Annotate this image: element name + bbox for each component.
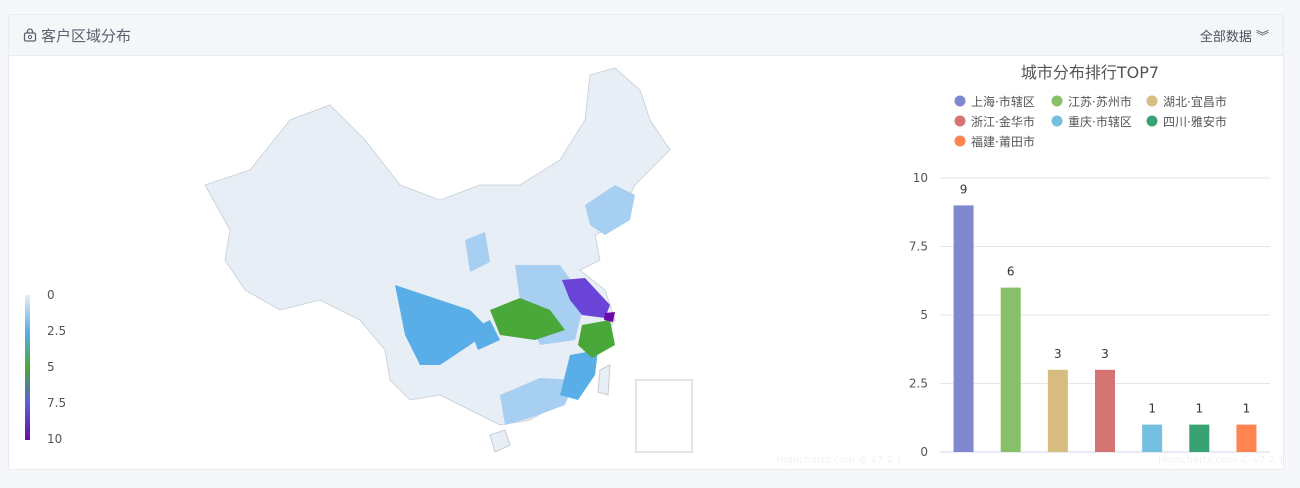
map-watermark: Highcharts.com © v7.2.1	[776, 455, 900, 466]
region-liaoning[interactable]	[585, 185, 635, 235]
legend-item[interactable]: 湖北·宜昌市	[1146, 94, 1227, 109]
map-south-sea-inset	[635, 379, 693, 453]
region-fujian[interactable]	[560, 350, 598, 400]
color-axis-tick: 10	[47, 432, 62, 446]
legend-item[interactable]: 上海·市辖区	[954, 94, 1035, 109]
legend-marker	[1146, 115, 1158, 127]
region-chongqing[interactable]	[470, 320, 500, 350]
customer-region-panel: 客户区域分布 全部数据 ︾	[8, 14, 1284, 470]
legend-item[interactable]: 四川·雅安市	[1146, 114, 1227, 129]
bar[interactable]	[1000, 287, 1021, 452]
double-chevron-down-icon: ︾	[1255, 29, 1269, 45]
data-label: 1	[1243, 402, 1251, 416]
data-label: 3	[1054, 347, 1062, 361]
data-label: 1	[1148, 402, 1156, 416]
legend-marker	[954, 115, 966, 127]
legend-label: 湖北·宜昌市	[1163, 94, 1227, 109]
region-jiangsu[interactable]	[562, 278, 610, 318]
legend-label: 浙江·金华市	[971, 114, 1035, 129]
data-label: 1	[1195, 402, 1203, 416]
region-ningxia[interactable]	[465, 232, 490, 272]
legend-label: 四川·雅安市	[1163, 114, 1227, 129]
region-hubei[interactable]	[490, 298, 565, 340]
data-label: 3	[1101, 347, 1109, 361]
legend-marker	[954, 135, 966, 147]
y-tick-label: 7.5	[909, 240, 928, 254]
legend-label: 上海·市辖区	[971, 94, 1035, 109]
bar[interactable]	[1236, 424, 1257, 452]
legend-item[interactable]: 浙江·金华市	[954, 114, 1035, 129]
panel-header: 客户区域分布 全部数据 ︾	[9, 15, 1283, 56]
legend-label: 福建·莆田市	[971, 134, 1035, 149]
all-data-button[interactable]: 全部数据 ︾	[1200, 26, 1269, 45]
y-tick-label: 2.5	[909, 377, 928, 391]
legend-item[interactable]: 福建·莆田市	[954, 134, 1035, 149]
bar[interactable]	[1095, 369, 1115, 452]
region-shanghai[interactable]	[604, 312, 615, 322]
map-taiwan	[597, 364, 611, 396]
bar[interactable]	[953, 205, 974, 452]
y-tick-label: 0	[920, 445, 928, 459]
chart-title: 城市分布排行TOP7	[1021, 63, 1159, 82]
bar[interactable]	[1189, 424, 1210, 452]
region-sichuan[interactable]	[395, 285, 490, 365]
color-axis-tick: 0	[47, 288, 55, 302]
region-guangdong[interactable]	[500, 378, 575, 425]
chart-watermark: Highcharts.com © v7.2.1	[1158, 455, 1284, 466]
color-axis-tick: 2.5	[47, 324, 66, 338]
legend-item[interactable]: 重庆·市辖区	[1051, 114, 1132, 129]
legend-marker	[1051, 95, 1063, 107]
y-tick-label: 5	[920, 308, 928, 322]
data-label: 6	[1007, 265, 1015, 279]
legend-label: 重庆·市辖区	[1068, 114, 1132, 129]
all-data-label: 全部数据	[1199, 29, 1252, 45]
data-label: 9	[960, 182, 968, 196]
color-axis-tick: 7.5	[47, 396, 66, 410]
panel-title: 客户区域分布	[41, 26, 132, 45]
color-axis-tick: 5	[47, 360, 55, 374]
legend-marker	[954, 95, 966, 107]
legend-marker	[1146, 95, 1158, 107]
bag-icon	[23, 28, 37, 42]
y-tick-label: 10	[913, 171, 928, 185]
legend-marker	[1051, 115, 1063, 127]
map-hainan	[489, 429, 511, 453]
china-map[interactable]: 0 2.5 5 7.5 10 Highcharts.com © v7.2.1	[0, 55, 900, 475]
legend-item[interactable]: 江苏·苏州市	[1051, 94, 1132, 109]
bar[interactable]	[1142, 424, 1163, 452]
region-zhejiang[interactable]	[578, 320, 615, 358]
legend-label: 江苏·苏州市	[1068, 94, 1132, 109]
color-axis-bar	[25, 295, 30, 440]
bar[interactable]	[1047, 369, 1068, 452]
